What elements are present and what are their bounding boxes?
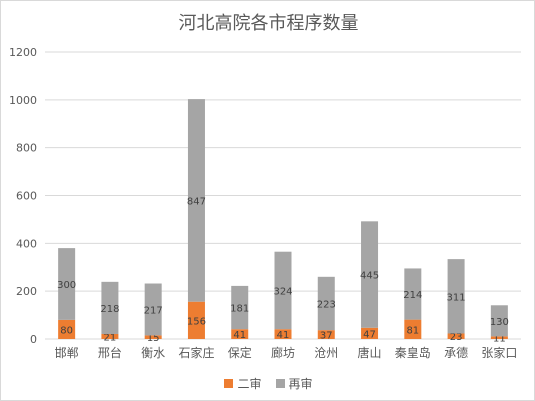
bar-segment [317, 330, 335, 339]
bar-segment [317, 276, 335, 331]
bar-segment [58, 248, 76, 320]
data-label: 311 [447, 292, 466, 303]
x-tick-label: 张家口 [481, 345, 517, 360]
x-tick-label: 衡水 [141, 346, 165, 360]
legend-item-series-1: 二审 [224, 375, 262, 392]
data-label: 37 [320, 331, 333, 342]
data-label: 181 [230, 304, 249, 315]
bar-segment [490, 305, 508, 337]
x-tick-label: 秦皇岛 [395, 345, 431, 360]
data-label: 300 [57, 280, 76, 291]
data-label: 214 [403, 290, 422, 301]
bar-segment [490, 336, 508, 339]
chart-title: 河北高院各市程序数量 [178, 13, 359, 34]
data-label: 21 [104, 332, 117, 343]
legend-swatch-series-2 [275, 379, 285, 388]
data-label: 156 [187, 316, 206, 327]
bar-segment [101, 281, 119, 334]
data-label: 223 [317, 299, 336, 310]
data-label: 11 [493, 334, 506, 345]
data-label: 217 [144, 305, 163, 316]
x-tick-label: 唐山 [358, 345, 382, 360]
data-label: 218 [100, 304, 119, 315]
bar-segment [231, 329, 249, 339]
x-tick-label: 石家庄 [178, 345, 214, 360]
x-tick-label: 邢台 [98, 345, 122, 360]
data-label: 445 [360, 271, 379, 282]
data-label: 80 [60, 325, 73, 336]
x-tick-label: 沧州 [314, 345, 338, 360]
legend-label-series-1: 二审 [237, 377, 262, 391]
legend-item-series-2: 再审 [275, 375, 313, 392]
data-label: 23 [450, 332, 463, 343]
bar-segment [144, 283, 162, 336]
bar-segment [274, 251, 292, 330]
y-tick-label: 1000 [9, 94, 37, 107]
legend-swatch-series-1 [224, 379, 234, 388]
x-tick-label: 邯郸 [55, 345, 79, 360]
bar-segment [361, 221, 379, 328]
data-label: 847 [187, 196, 206, 207]
x-tick-label: 廊坊 [271, 345, 295, 360]
data-label: 15 [147, 333, 160, 344]
data-label: 41 [277, 330, 290, 341]
data-label: 81 [406, 325, 419, 336]
data-label: 324 [273, 286, 292, 297]
legend-label-series-2: 再审 [288, 377, 313, 391]
bar-segment [404, 268, 422, 320]
bar-segment [231, 285, 249, 330]
bar-segment [447, 259, 465, 334]
bar-segment [58, 319, 76, 339]
bar-segment [101, 333, 119, 339]
y-tick-label: 400 [16, 237, 37, 250]
y-tick-label: 200 [16, 285, 37, 298]
bar-segment [144, 335, 162, 339]
bar-segment [187, 301, 205, 339]
plot-area: 0 200 400 600 800 1000 1200 80 300 邯郸 21 218 邢台 15 217… [9, 46, 521, 360]
data-label: 47 [363, 329, 376, 340]
bar-segment [187, 99, 205, 302]
bar-segment [361, 327, 379, 339]
bar-segment [274, 329, 292, 339]
data-label: 41 [233, 330, 246, 341]
data-label: 130 [490, 317, 509, 328]
bar-segment [447, 333, 465, 339]
y-tick-label: 0 [30, 333, 37, 346]
y-tick-label: 1200 [9, 46, 37, 59]
x-tick-label: 承德 [444, 345, 468, 360]
x-tick-label: 保定 [228, 345, 252, 360]
legend: 二审 再审 [1, 375, 535, 392]
y-tick-label: 800 [16, 142, 37, 155]
bar-segment [404, 319, 422, 339]
y-tick-label: 600 [16, 190, 37, 203]
